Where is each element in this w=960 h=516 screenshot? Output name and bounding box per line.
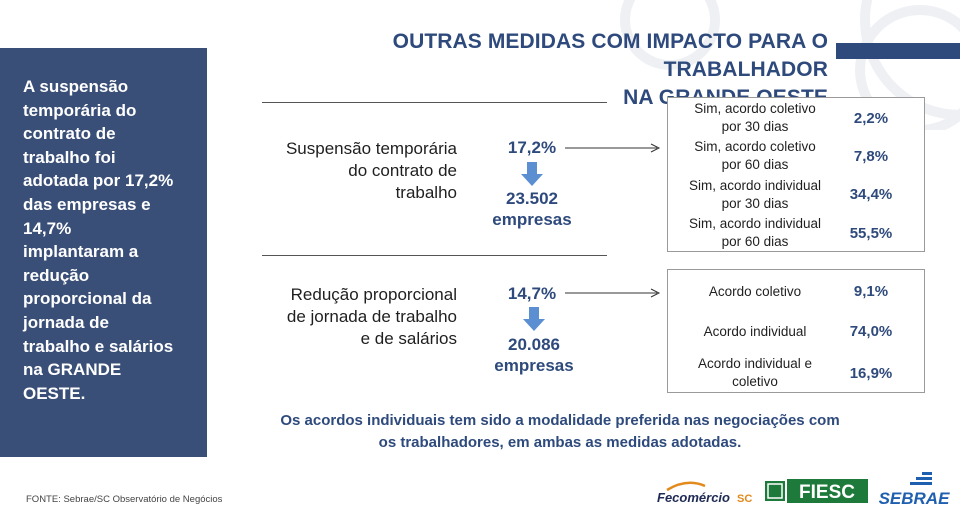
option-label: Acordo individual [672, 323, 838, 341]
options-box: Acordo coletivo 9,1% Acordo individual 7… [667, 269, 925, 393]
option-label-line: Acordo individual e [697, 356, 813, 371]
measure-company-count: 23.502 empresas [472, 188, 592, 230]
summary-line: contrato de [23, 124, 116, 144]
summary-panel [0, 48, 207, 457]
source-citation: FONTE: Sebrae/SC Observatório de Negócio… [26, 494, 223, 505]
option-value: 74,0% [849, 323, 893, 340]
right-arrow-icon [565, 143, 661, 153]
summary-line: OESTE. [23, 383, 86, 403]
company-count-unit: empresas [492, 210, 572, 229]
measure-name-line: trabalho [395, 183, 457, 202]
option-value: 55,5% [849, 225, 893, 242]
fiesc-logo-text: FIESC [799, 482, 855, 503]
measure-name: Suspensão temporária do contrato de trab… [250, 138, 457, 204]
option-value: 34,4% [849, 186, 893, 203]
measure-company-count: 20.086 empresas [474, 334, 594, 376]
summary-line: trabalho e salários [23, 336, 174, 356]
title-accent-bar [836, 43, 960, 59]
summary-line: temporária do [23, 100, 137, 120]
sebrae-logo-text: SEBRAE [879, 489, 951, 508]
summary-line: na GRANDE [23, 360, 122, 380]
measure-name-line: Suspensão temporária [285, 139, 457, 158]
fiesc-logo: FIESC [765, 479, 868, 503]
option-label-line: por 60 dias [721, 234, 789, 249]
option-label: Sim, acordo coletivo por 30 dias [672, 100, 838, 136]
conclusion-note-line: Os acordos individuais tem sido a modali… [280, 412, 840, 429]
divider [262, 102, 607, 103]
summary-line: A suspensão [23, 77, 129, 96]
page-title-line: OUTRAS MEDIDAS COM IMPACTO PARA O TRABAL… [392, 30, 828, 81]
option-label-line: Sim, acordo coletivo [694, 101, 816, 116]
option-label: Acordo coletivo [672, 283, 838, 301]
option-label-line: por 60 dias [721, 157, 789, 172]
measure-name: Redução proporcional de jornada de traba… [250, 284, 457, 350]
option-value: 2,2% [853, 110, 889, 127]
company-count-unit: empresas [494, 356, 574, 375]
company-count-value: 20.086 [508, 335, 560, 354]
summary-line: proporcional da [23, 289, 152, 309]
option-label-line: Sim, acordo individual [688, 216, 822, 231]
option-label: Sim, acordo individual por 30 dias [672, 177, 838, 213]
option-label-line: Sim, acordo individual [688, 178, 822, 193]
option-label: Acordo individual e coletivo [672, 355, 838, 391]
divider [262, 255, 607, 256]
right-arrow-icon [565, 288, 661, 298]
option-label-line: por 30 dias [721, 196, 789, 211]
measure-percentage: 17,2% [507, 138, 557, 157]
sebrae-logo: SEBRAE [879, 472, 951, 508]
fecomercio-logo: Fecomércio SC [657, 481, 752, 505]
summary-text: A suspensão temporária do contrato de tr… [23, 75, 198, 405]
summary-line: adotada por 17,2% [23, 171, 174, 191]
measure-name-line: do contrato de [348, 161, 457, 180]
down-arrow-icon [523, 307, 545, 331]
options-box: Sim, acordo coletivo por 30 dias 2,2% Si… [667, 97, 925, 252]
option-label: Sim, acordo individual por 60 dias [672, 215, 838, 251]
fecomercio-logo-suffix: SC [737, 493, 752, 505]
company-count-value: 23.502 [506, 189, 558, 208]
down-arrow-icon [521, 162, 543, 186]
fecomercio-logo-text: Fecomércio [657, 490, 730, 505]
summary-line: das empresas e [23, 194, 151, 214]
option-value: 16,9% [849, 365, 893, 382]
option-label-line: Acordo individual [703, 324, 807, 339]
option-label-line: Sim, acordo coletivo [694, 139, 816, 154]
measure-percentage: 14,7% [507, 284, 557, 303]
option-value: 7,8% [853, 148, 889, 165]
option-label-line: coletivo [732, 374, 778, 389]
summary-line: 14,7% [23, 218, 72, 238]
measure-name-line: e de salários [360, 329, 457, 348]
conclusion-note-line: os trabalhadores, em ambas as medidas ad… [378, 434, 742, 451]
option-label-line: por 30 dias [721, 119, 789, 134]
conclusion-note: Os acordos individuais tem sido a modali… [250, 410, 870, 454]
summary-line: implantaram a [23, 242, 139, 262]
option-label-line: Acordo coletivo [708, 284, 802, 299]
summary-line: jornada de [23, 312, 109, 332]
measure-name-line: Redução proporcional [290, 285, 457, 304]
option-value: 9,1% [853, 283, 889, 300]
summary-line: redução [23, 265, 90, 285]
option-label: Sim, acordo coletivo por 60 dias [672, 138, 838, 174]
decorative-rings [620, 0, 960, 130]
measure-name-line: de jornada de trabalho [286, 307, 457, 326]
summary-line: trabalho foi [23, 147, 116, 167]
